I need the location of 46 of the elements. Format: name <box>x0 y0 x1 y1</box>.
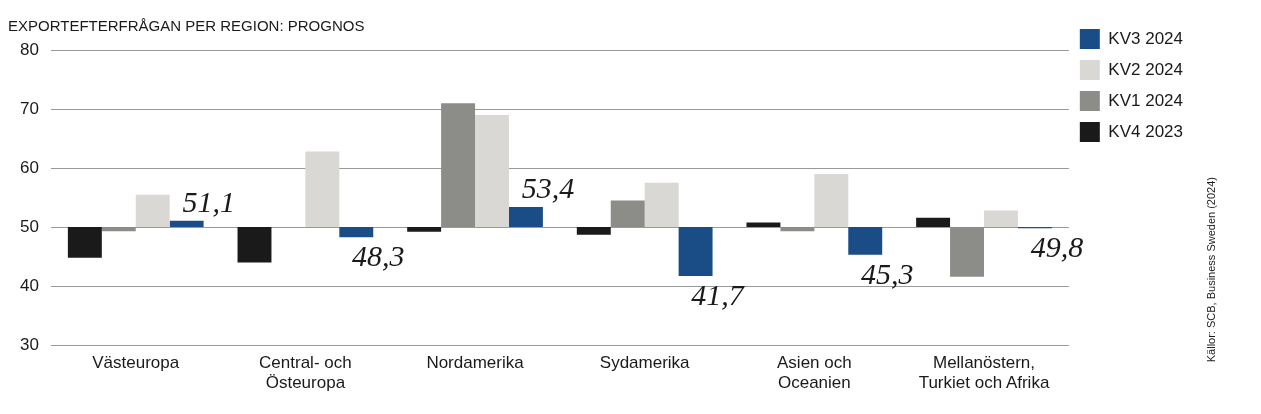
bar <box>101 227 136 232</box>
x-tick-label: Västeuropa <box>92 353 180 373</box>
bar <box>644 182 679 228</box>
data-label: 45,3 <box>860 256 914 290</box>
bar <box>135 194 170 228</box>
bar <box>169 220 204 228</box>
data-label: 49,8 <box>1030 230 1084 264</box>
x-tick-label: Mellanöstern, Turkiet och Afrika <box>918 353 1050 393</box>
x-tick-label: Asien och Oceanien <box>777 353 852 393</box>
bar <box>780 227 815 232</box>
bar <box>67 227 102 258</box>
bar <box>237 227 272 263</box>
y-tick-label: 70 <box>19 98 39 118</box>
bar <box>339 227 374 238</box>
x-tick-label: Central- och Östeuropa <box>259 353 352 393</box>
y-tick-label: 60 <box>19 157 39 177</box>
legend-label: KV4 2023 <box>1108 121 1184 141</box>
y-tick-label: 80 <box>19 39 39 59</box>
bar <box>848 227 883 255</box>
y-tick-label: 50 <box>19 216 39 236</box>
y-tick-label: 30 <box>19 334 39 354</box>
bar <box>407 227 442 232</box>
bar <box>576 227 611 235</box>
x-tick-label: Sydamerika <box>599 353 691 373</box>
text: Källor: SCB, Business Sweden (2024) <box>1205 176 1218 362</box>
bar <box>916 217 951 228</box>
data-label: 48,3 <box>352 239 405 273</box>
bar <box>950 227 984 277</box>
bar <box>984 210 1018 228</box>
data-label: 51,1 <box>182 184 235 218</box>
bar <box>678 227 713 277</box>
bar <box>475 114 509 228</box>
legend-label: KV1 2024 <box>1108 90 1184 110</box>
bar <box>508 207 543 228</box>
bar <box>610 200 645 228</box>
legend-label: KV2 2024 <box>1108 59 1184 79</box>
legend-label: KV3 2024 <box>1108 28 1184 48</box>
bar <box>441 103 476 228</box>
x-tick-label: Nordamerika <box>426 353 525 373</box>
y-tick-label: 40 <box>19 275 39 295</box>
bar <box>746 222 781 228</box>
bar <box>814 173 849 228</box>
data-label: 41,7 <box>691 278 746 312</box>
bar <box>305 151 340 228</box>
chart-title: EXPORTEFTERFRÅGAN PER REGION: PROGNOS <box>8 17 365 35</box>
data-label: 53,4 <box>521 170 575 204</box>
